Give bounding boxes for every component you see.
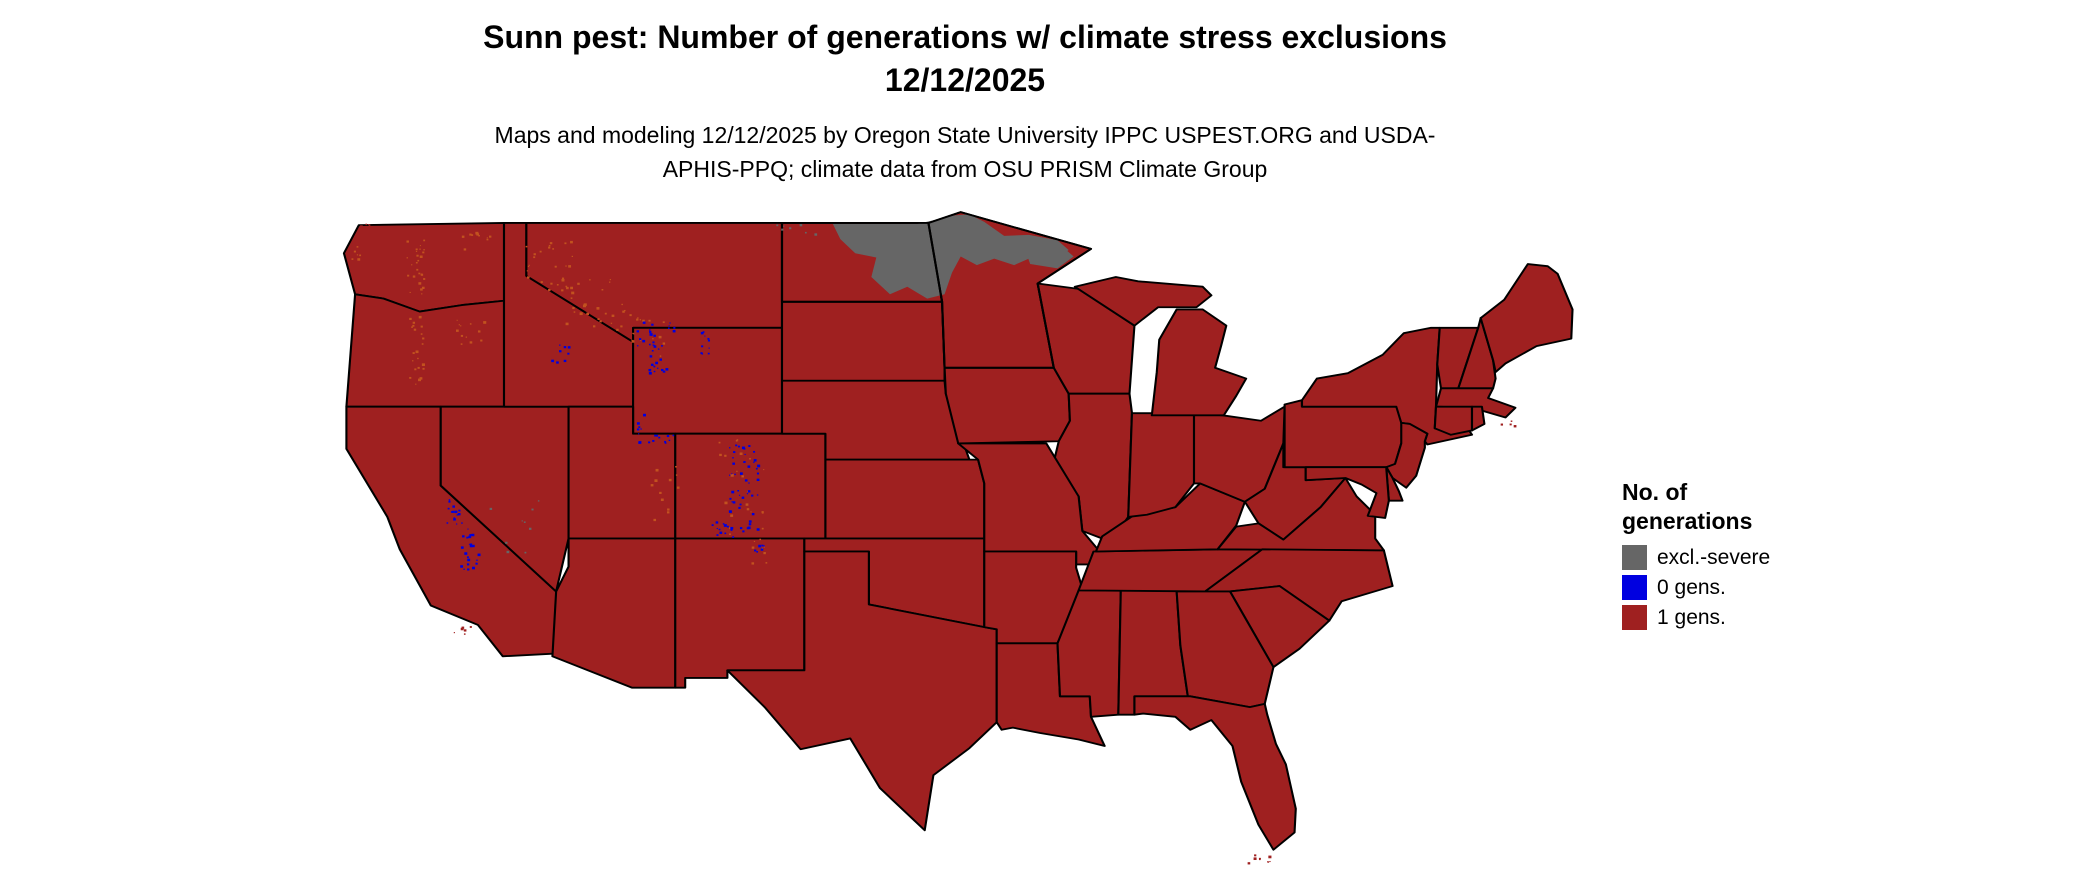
- state-south-dakota: [780, 300, 946, 382]
- exclusion-area-north-dakota-minnesota: [832, 214, 1069, 299]
- state-colorado: [674, 432, 827, 540]
- state-pennsylvania: [1283, 399, 1412, 469]
- legend-swatch-zero-gens: [1622, 575, 1647, 600]
- legend-label-excl-severe: excl.-severe: [1657, 545, 1771, 569]
- legend-item-excl-severe: excl.-severe: [1622, 545, 1770, 570]
- legend-title-line2: generations: [1622, 508, 1753, 534]
- state-connecticut: [1433, 405, 1474, 436]
- figure-header: Sunn pest: Number of generations w/ clim…: [300, 16, 1630, 186]
- border-overlay-layer: [780, 211, 1093, 369]
- state-maine: [1479, 263, 1574, 374]
- legend-label-one-gens: 1 gens.: [1657, 605, 1726, 629]
- legend-item-one-gens: 1 gens.: [1622, 605, 1770, 630]
- us-states-layer: [342, 211, 1574, 851]
- state-michigan: [1073, 276, 1248, 417]
- us-map: [342, 211, 1574, 865]
- state-new-jersey: [1385, 421, 1429, 489]
- figure-title-line2: 12/12/2025: [884, 62, 1046, 98]
- legend-title: No. of generations: [1622, 478, 1770, 536]
- state-new-mexico: [674, 537, 806, 689]
- map-legend: No. of generations excl.-severe 0 gens. …: [1622, 478, 1770, 635]
- exclusion-area-northern-minnesota: [1023, 243, 1074, 269]
- state-maryland: [1304, 466, 1390, 519]
- state-arizona: [551, 537, 677, 689]
- legend-title-line1: No. of: [1622, 479, 1688, 505]
- figure-subtitle: Maps and modeling 12/12/2025 by Oregon S…: [494, 122, 1436, 182]
- exclusion-severe-layer: [832, 214, 1074, 299]
- legend-swatch-one-gens: [1622, 605, 1647, 630]
- figure-title-line1: Sunn pest: Number of generations w/ clim…: [483, 19, 1447, 55]
- legend-swatch-excl-severe: [1622, 545, 1647, 570]
- border-minnesota: [927, 211, 1093, 369]
- state-texas: [726, 550, 998, 832]
- state-florida: [1133, 695, 1297, 851]
- mountain-speckle-layer: [351, 223, 1517, 865]
- state-rhode-island: [1470, 405, 1486, 432]
- state-virginia: [1216, 477, 1385, 552]
- legend-label-zero-gens: 0 gens.: [1657, 575, 1726, 599]
- legend-item-zero-gens: 0 gens.: [1622, 575, 1770, 600]
- state-illinois: [1051, 392, 1134, 540]
- state-oregon: [345, 293, 506, 408]
- state-kansas: [824, 458, 986, 540]
- state-wyoming: [632, 326, 784, 435]
- state-iowa: [943, 366, 1071, 445]
